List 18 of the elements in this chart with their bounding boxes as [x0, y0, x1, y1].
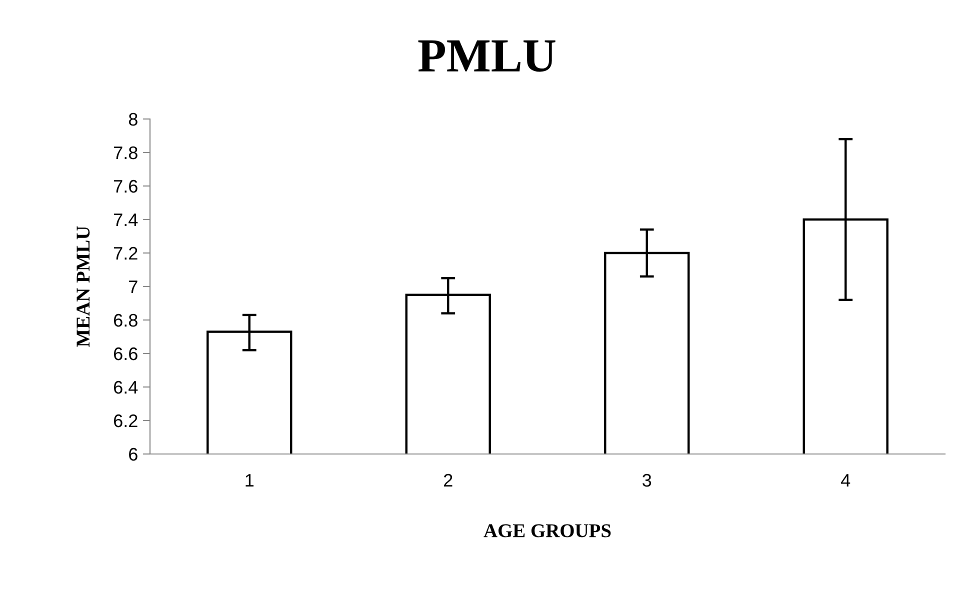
x-tick-label: 3: [642, 474, 652, 487]
y-tick-label: 7.2: [114, 246, 138, 260]
y-tick-label: 7.6: [114, 180, 138, 193]
y-tick-label: 7.4: [114, 214, 138, 226]
y-tick-label: 6.2: [114, 414, 138, 428]
y-tick-label: 6.4: [114, 380, 138, 394]
y-tick-label: 6: [129, 448, 138, 461]
y-tick-label: 8: [128, 112, 138, 126]
y-tick-label: 7: [129, 280, 138, 294]
x-axis-title: AGE GROUPS: [484, 524, 611, 538]
y-tick-label: 6.6: [114, 347, 138, 360]
x-tick-label: 2: [444, 474, 452, 487]
y-tick-label: 6.8: [114, 314, 138, 327]
x-tick-label: 4: [841, 474, 850, 487]
y-tick-label: 7.8: [114, 146, 138, 160]
chart-title: PMLU: [418, 40, 556, 72]
x-tick-label: 1: [246, 474, 254, 487]
y-axis-title: MEAN PMLU: [76, 226, 90, 347]
